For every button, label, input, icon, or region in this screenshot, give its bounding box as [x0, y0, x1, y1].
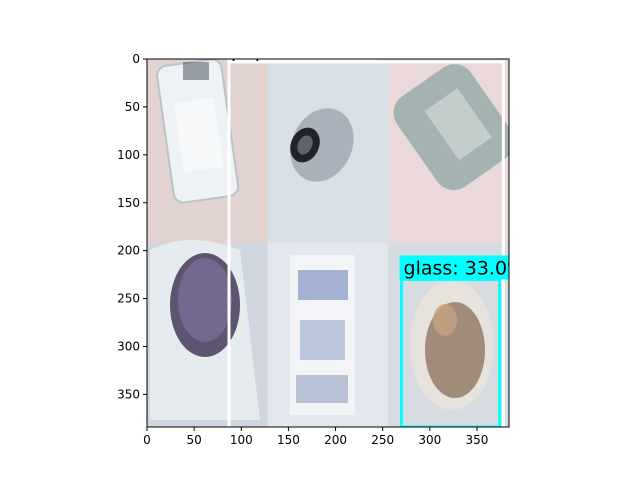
y-tick-label: 150	[117, 196, 140, 210]
purple-lid-bottle-photo	[150, 240, 260, 420]
detection-label: paper: 52.0%	[231, 40, 359, 62]
x-tick-label: 200	[324, 433, 347, 447]
x-tick-label: 250	[371, 433, 394, 447]
bottle-cap-photo	[290, 108, 354, 182]
glass-bottle-photo	[393, 64, 509, 191]
x-tick-label: 300	[418, 433, 441, 447]
x-tick-label: 150	[277, 433, 300, 447]
photo-details	[150, 59, 509, 420]
y-axis: 0 50 100 150 200 250 300 350	[117, 52, 147, 401]
x-tick-label: 100	[230, 433, 253, 447]
y-tick-label: 50	[125, 100, 140, 114]
detection-label-background	[227, 59, 378, 62]
plastic-container-photo	[156, 59, 240, 204]
x-tick-label: 50	[186, 433, 201, 447]
detection-label: glass: 33.0%	[404, 257, 526, 279]
x-axis: 0 50 100 150 200 250 300 350	[143, 427, 488, 447]
axes-frame	[146, 58, 510, 428]
y-tick-label: 300	[117, 340, 140, 354]
x-tick-label: 350	[465, 433, 488, 447]
crumpled-wrapper-photo	[290, 255, 355, 415]
detection-label-background	[399, 255, 509, 280]
detection-box	[227, 60, 505, 427]
y-tick-label: 0	[132, 52, 140, 66]
y-tick-label: 350	[117, 387, 140, 401]
y-tick-label: 200	[117, 244, 140, 258]
y-tick-label: 100	[117, 148, 140, 162]
x-tick-label: 0	[143, 433, 151, 447]
food-bag-photo	[410, 280, 494, 410]
y-tick-label: 250	[117, 292, 140, 306]
